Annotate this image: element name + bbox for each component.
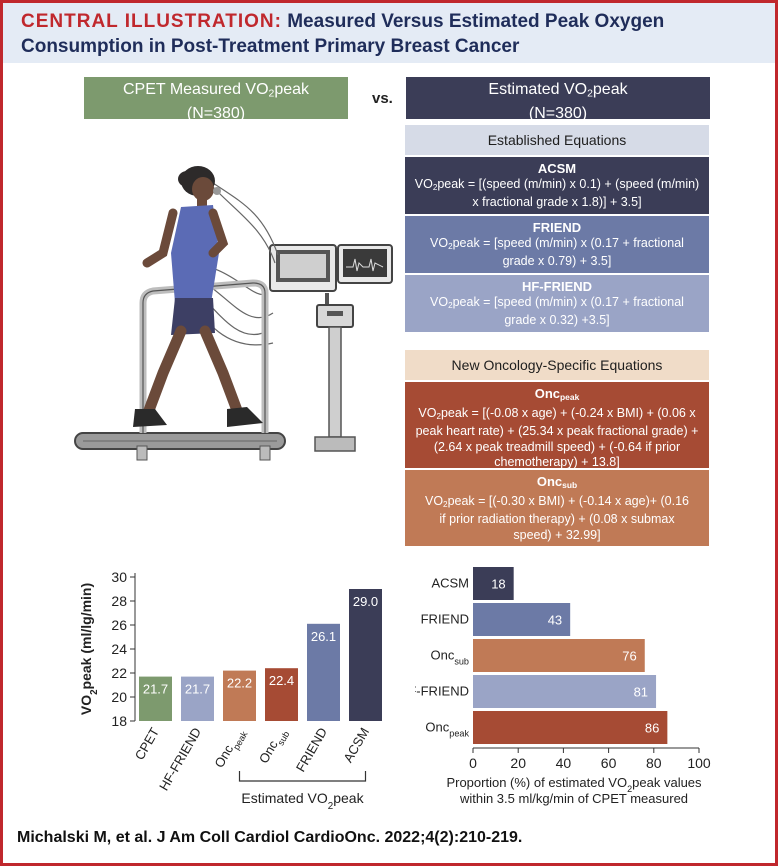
vs-label: vs.	[372, 90, 393, 107]
x-axis-label-line-1: Proportion (%) of estimated VO2peak valu…	[446, 775, 702, 794]
measured-n: (N=380)	[186, 104, 246, 122]
x-category-label: FRIEND	[293, 725, 330, 774]
bar	[265, 668, 298, 721]
y-category-label: Oncsub	[430, 648, 469, 667]
title-line-1: CENTRAL ILLUSTRATION: Measured Versus Es…	[21, 11, 664, 33]
friend-line-1: VO2peak = [speed (m/min) x (0.17 + fract…	[430, 235, 684, 251]
x-axis-label-line-2: within 3.5 ml/kg/min of CPET measured	[459, 791, 688, 806]
bar-value-label: 43	[548, 613, 562, 628]
estimated-group-label: Estimated VO2peak	[241, 790, 364, 809]
onc-peak-line-1: VO2peak = [(-0.08 x age) + (-0.24 x BMI)…	[418, 405, 696, 421]
bar	[473, 639, 645, 672]
measured-label: CPET Measured VO2peak	[122, 81, 310, 100]
onc-peak-equation: Oncpeak VO2peak = [(-0.08 x age) + (-0.2…	[405, 382, 709, 470]
bar	[349, 589, 382, 721]
x-category-label: HF-FRIEND	[156, 725, 204, 793]
estimated-group-bracket	[238, 771, 367, 782]
estimated-label: Estimated VO2peak	[488, 81, 628, 100]
x-tick-label: 20	[510, 755, 526, 771]
runner	[133, 166, 263, 427]
onc-sub-line-2: if prior radiation therapy) + (0.08 x su…	[439, 512, 675, 527]
onc-sub-equation: Oncsub VO2peak = [(-0.30 x BMI) + (-0.14…	[405, 470, 709, 546]
friend-line-2: grade x 0.79) + 3.5]	[502, 254, 612, 269]
bar	[181, 676, 214, 721]
onc-sub-name: Oncsub	[536, 474, 578, 491]
bar-value-label: 26.1	[311, 629, 336, 644]
bar-value-label: 21.7	[185, 682, 210, 697]
oncology-heading: New Oncology-Specific Equations	[405, 350, 709, 380]
bar	[223, 670, 256, 721]
x-category-label: Oncsub	[256, 725, 292, 768]
mean-vo2peak-bar-chart: VO2peak (ml/lg/min) 18 20 22 24 26 28 30 21.7 CPE…	[78, 569, 382, 809]
bar-value-label: 29.0	[353, 594, 378, 609]
title-text-1: Measured Versus Estimated Peak Oxygen	[287, 11, 665, 32]
acsm-line-2: x fractional grade x 1.8)] + 3.5]	[472, 195, 642, 210]
bar-value-label: 18	[491, 577, 505, 592]
x-tick-label: 0	[469, 755, 477, 771]
y-tick-label: 26	[111, 617, 127, 633]
x-category-label: ACSM	[340, 725, 372, 765]
y-tick-label: 18	[111, 713, 127, 729]
y-tick-label: 22	[111, 665, 127, 681]
y-category-label: HF-FRIEND	[415, 684, 469, 699]
acsm-name: ACSM	[537, 161, 577, 176]
y-axis-label: VO2peak (ml/lg/min)	[78, 583, 100, 715]
y-category-label: FRIEND	[421, 612, 469, 627]
onc-sub-line-1: VO2peak = [(-0.30 x BMI) + (-0.14 x age)…	[424, 493, 689, 509]
hf-friend-line-2: grade x 0.32) +3.5]	[504, 313, 610, 328]
x-tick-label: 60	[601, 755, 617, 771]
proportion-within-3-5-bar-chart: 18 ACSM 43 FRIEND 76 Oncsub 81 HF-FRIEND 86 Oncpe…	[415, 567, 711, 806]
y-tick-label: 20	[111, 689, 127, 705]
hf-friend-line-1: VO2peak = [speed (m/min) x (0.17 + fract…	[430, 294, 684, 310]
bar-value-label: 22.4	[269, 673, 294, 688]
onc-peak-line-3: (2.64 x peak treadmill speed) + (-0.64 i…	[433, 439, 681, 454]
citation: Michalski M, et al. J Am Coll Cardiol Ca…	[17, 829, 523, 846]
established-heading: Established Equations	[405, 125, 709, 155]
bar	[139, 676, 172, 721]
x-tick-label: 40	[556, 755, 572, 771]
cpet-illustration	[74, 166, 393, 461]
estimated-n: (N=380)	[528, 104, 588, 122]
onc-sub-line-3: speed) + 32.99]	[513, 527, 601, 542]
header-banner: CENTRAL ILLUSTRATION: Measured Versus Es…	[3, 3, 775, 63]
onc-peak-name: Oncpeak	[534, 386, 580, 403]
acsm-equation: ACSM VO2peak = [(speed (m/min) x 0.1) + …	[405, 157, 709, 214]
bar-value-label: 22.2	[227, 676, 252, 691]
y-category-label: Oncpeak	[425, 720, 469, 739]
y-category-label: ACSM	[431, 576, 469, 591]
treadmill	[74, 279, 286, 461]
y-tick-label: 30	[111, 569, 127, 585]
acsm-line-1: VO2peak = [(speed (m/min) x 0.1) + (spee…	[414, 176, 700, 192]
title-kicker: CENTRAL ILLUSTRATION:	[21, 11, 282, 32]
friend-equation: FRIEND VO2peak = [speed (m/min) x (0.17 …	[405, 216, 709, 273]
bar	[473, 675, 657, 708]
bar-value-label: 76	[622, 649, 636, 664]
bar	[473, 567, 514, 600]
measured-box: CPET Measured VO2peak (N=380)	[84, 77, 348, 122]
bar	[473, 711, 668, 744]
hf-friend-equation: HF-FRIEND VO2peak = [speed (m/min) x (0.…	[405, 275, 709, 332]
bar	[473, 603, 571, 636]
metabolic-cart	[269, 244, 393, 452]
x-category-label: CPET	[132, 725, 162, 763]
bar-value-label: 21.7	[143, 682, 168, 697]
onc-peak-line-4: chemotherapy) + 13.8]	[494, 455, 620, 470]
bar-value-label: 86	[645, 721, 659, 736]
friend-name: FRIEND	[532, 220, 582, 235]
y-tick-label: 24	[111, 641, 127, 657]
x-category-label: Oncpeak	[211, 725, 249, 773]
onc-peak-line-2: peak heart rate) + (25.34 x peak fractio…	[415, 424, 699, 439]
title-line-2: Consumption in Post-Treatment Primary Br…	[21, 36, 520, 57]
bar-value-label: 81	[634, 685, 648, 700]
y-tick-label: 28	[111, 593, 127, 609]
x-tick-label: 80	[646, 755, 662, 771]
bar	[307, 623, 340, 721]
hf-friend-name: HF-FRIEND	[521, 279, 593, 294]
estimated-box: Estimated VO2peak (N=380)	[406, 77, 710, 122]
x-tick-label: 100	[687, 755, 711, 771]
